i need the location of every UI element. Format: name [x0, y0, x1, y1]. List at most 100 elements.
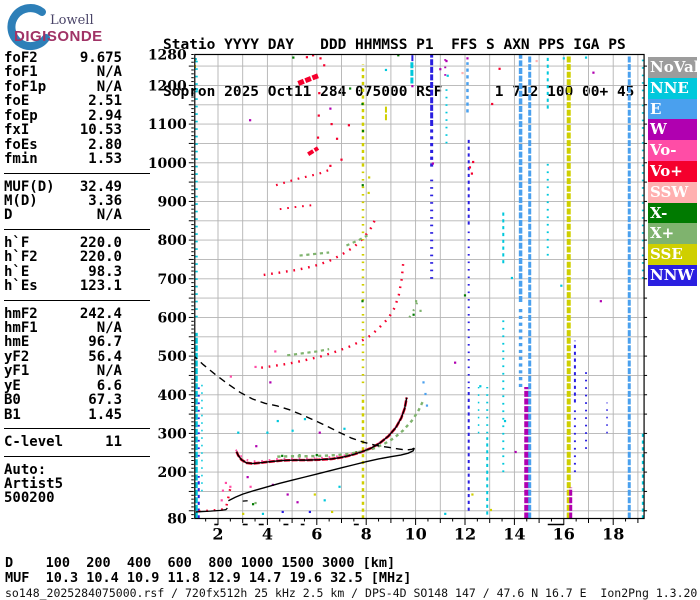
echo-dot	[444, 512, 447, 515]
echo-dot	[361, 184, 364, 187]
param-name: foEs	[4, 136, 38, 153]
param-name: D	[4, 207, 13, 224]
x-axis-label: 10	[404, 525, 426, 544]
param-name: hmE	[4, 334, 30, 351]
legend-item-w: W	[648, 119, 697, 141]
black-curve	[195, 507, 228, 513]
param-value: 9.675	[79, 50, 122, 66]
echo-dot	[592, 71, 595, 74]
param-value: N/A	[96, 207, 122, 224]
param-value: 1.45	[88, 406, 122, 423]
echo-trace	[408, 299, 420, 318]
param-divider	[4, 228, 150, 230]
param-name: foF1p	[4, 78, 47, 95]
param-name: 500200	[4, 490, 55, 507]
param-row-auto: Auto:	[4, 461, 122, 478]
x-axis-label: 18	[602, 525, 624, 544]
x-axis-label: 14	[503, 525, 525, 544]
echo-dot	[221, 489, 225, 492]
echo-dot	[274, 350, 277, 353]
x-axis-label: 12	[454, 525, 476, 544]
param-row-500200: 500200	[4, 490, 122, 507]
black-curve	[235, 397, 408, 465]
y-axis-label: 1000	[148, 156, 187, 172]
y-axis-label: 600	[158, 310, 187, 326]
echo-dot	[422, 381, 425, 384]
param-row-fxi: fxI 10.53	[4, 123, 122, 138]
echo-dot	[384, 68, 388, 72]
param-row-foes: foEs 2.80	[4, 136, 122, 153]
echo-dot	[479, 385, 482, 388]
param-value: 1.53	[88, 151, 122, 168]
legend-item-noval: NoVal	[648, 57, 700, 78]
echo-dot	[340, 158, 343, 161]
echo-dot	[286, 493, 289, 496]
echo-dot	[220, 499, 223, 502]
param-divider	[4, 172, 150, 174]
echo-dot	[329, 164, 332, 167]
y-axis-label: 1100	[148, 117, 187, 133]
doppler-direction-legend: NoVal NNE E W Vo- Vo+ SSW X- X+ SSE NNW	[648, 57, 700, 286]
echo-trace	[378, 262, 405, 328]
param-name: fmin	[4, 151, 38, 168]
echo-dot	[535, 59, 538, 63]
echo-dot	[318, 431, 321, 434]
param-name: h`F2	[4, 249, 38, 266]
y-axis-label: 400	[158, 388, 187, 404]
echo-dot	[315, 453, 318, 457]
param-name: h`F	[4, 234, 30, 251]
y-axis-label: 900	[158, 194, 187, 210]
echo-dot	[291, 429, 294, 432]
echo-dot	[397, 54, 400, 57]
echo-dot	[329, 107, 332, 110]
param-value: N/A	[96, 64, 122, 81]
echo-dot	[498, 67, 501, 70]
param-name: M(D)	[4, 192, 38, 209]
legend-item-sse: SSE	[648, 244, 697, 265]
echo-dot	[361, 300, 364, 303]
param-value: N/A	[96, 363, 122, 380]
param-value: N/A	[96, 320, 122, 336]
param-divider	[4, 455, 150, 457]
echo-dot	[255, 445, 258, 448]
echo-dot	[361, 102, 364, 106]
echo-dot	[338, 485, 341, 488]
echo-dot	[323, 499, 326, 502]
param-value: 2.80	[88, 136, 122, 153]
param-name: B1	[4, 406, 21, 423]
param-name: yE	[4, 377, 21, 394]
echo-dot	[412, 313, 415, 316]
echo-dot	[471, 493, 474, 496]
echo-dot	[229, 485, 232, 488]
file-info-line: so148_2025284075000.rsf / 720fx512h 25 k…	[5, 586, 698, 600]
echo-dot	[491, 102, 494, 106]
echo-dot	[503, 419, 507, 423]
echo-trace	[261, 327, 380, 369]
echo-dot	[224, 481, 228, 485]
echo-dot	[510, 276, 514, 280]
param-name: foE	[4, 93, 30, 110]
echo-trace	[279, 203, 315, 211]
param-row-hf2: h`F2 220.0	[4, 249, 122, 266]
echo-dot	[368, 176, 371, 179]
param-row-yf2: yF2 56.4	[4, 348, 122, 365]
param-name: Auto:	[4, 461, 47, 478]
logo-arc-icon	[7, 4, 50, 51]
echo-trace	[287, 348, 330, 357]
echo-dot	[254, 365, 257, 369]
param-value: 98.3	[88, 263, 122, 280]
echo-dot	[584, 56, 588, 59]
echo-trace	[297, 73, 319, 86]
param-value: 2.51	[88, 93, 122, 110]
echo-dot	[305, 56, 309, 59]
y-axis-label: 1200	[148, 78, 187, 94]
param-row-fmin: fmin 1.53	[4, 151, 122, 168]
param-value: 242.4	[79, 305, 122, 322]
echo-dot	[472, 160, 475, 164]
param-row-hmf2: hmF2 242.4	[4, 305, 122, 322]
param-name: Artist5	[4, 475, 64, 492]
legend-item-x: X+	[648, 223, 697, 245]
param-name: yF2	[4, 348, 30, 365]
param-value: 56.4	[88, 348, 122, 365]
